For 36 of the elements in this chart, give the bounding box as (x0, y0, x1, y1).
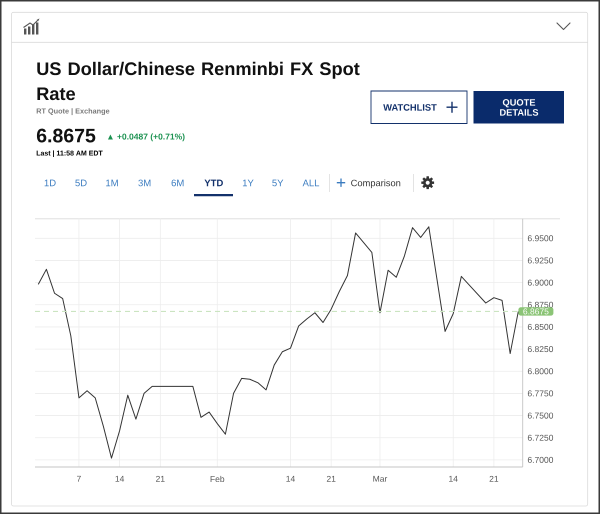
text: WATCHLIST (383, 104, 437, 111)
text: 1Y (242, 180, 254, 186)
text: 5D (75, 180, 87, 186)
y-tick-label: 6.8750 (528, 302, 554, 308)
y-tick-label: 6.7000 (528, 456, 554, 463)
y-tick-label: 6.8500 (528, 324, 554, 330)
text: Comparison (351, 179, 400, 188)
x-tick-label: Mar (373, 476, 388, 482)
x-tick-label: 21 (326, 476, 336, 482)
ref-line-label: 6.8675 (523, 308, 549, 314)
text: 1D (44, 180, 56, 186)
x-tick-label: 14 (116, 476, 124, 482)
x-tick-label: 14 (286, 476, 295, 482)
x-tick-label: Feb (210, 476, 224, 482)
y-tick-label: 6.9500 (528, 235, 554, 242)
text: 6.8675 (36, 128, 96, 142)
y-tick-label: 6.8000 (528, 368, 554, 374)
x-tick-label: 21 (490, 476, 498, 482)
y-tick-label: 6.7250 (528, 434, 554, 441)
y-tick-label: 6.7500 (528, 412, 554, 419)
x-tick-label: 21 (156, 476, 165, 482)
text: 1M (106, 180, 118, 186)
text: QUOTE DETAILS (500, 99, 538, 116)
chart-title: US Dollar/Chinese Renminbi FX Spot Rate (37, 62, 360, 100)
text: ▲ +0.0487 (+0.71%) (108, 133, 185, 142)
y-tick-label: 6.9000 (528, 280, 554, 286)
text: 5Y (272, 180, 284, 186)
x-tick-label: 14 (449, 476, 458, 482)
y-tick-label: 6.7750 (528, 390, 554, 396)
y-tick-label: 6.8250 (528, 346, 554, 352)
text: YTD (204, 180, 223, 186)
text: 6M (172, 180, 184, 186)
text: ALL (302, 180, 320, 186)
y-tick-label: 6.9250 (528, 257, 554, 264)
text: 3M (138, 180, 150, 186)
x-tick-label: 7 (77, 476, 81, 482)
